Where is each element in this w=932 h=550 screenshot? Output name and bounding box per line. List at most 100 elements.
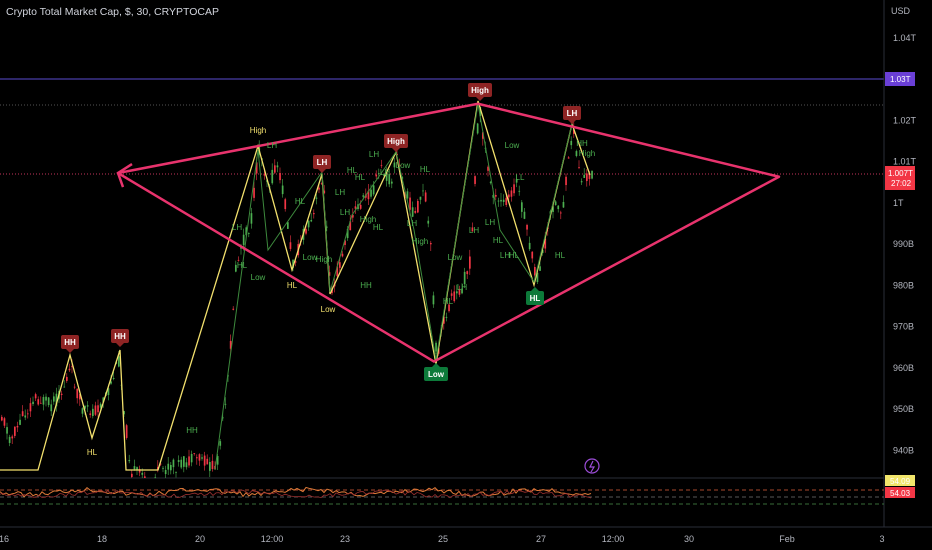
swing-text-label: HL <box>509 251 520 260</box>
candle-body <box>170 465 172 471</box>
candle-body <box>578 167 580 169</box>
swing-badge <box>61 335 79 349</box>
candle-body <box>320 182 323 184</box>
candle-body <box>469 256 471 269</box>
swing-text-label: LH <box>407 219 417 228</box>
osc-value-label: 54.03 <box>890 489 911 498</box>
candle-body <box>136 467 138 471</box>
swing-text-label: LH <box>335 188 345 197</box>
candle-body <box>458 288 461 295</box>
candle-body <box>55 393 58 407</box>
swing-text-label: HL <box>347 166 358 175</box>
candle-body <box>263 173 266 176</box>
candle-body <box>245 227 248 236</box>
candle-body <box>544 238 547 249</box>
candle-body <box>554 201 557 206</box>
candle-body <box>422 190 424 192</box>
candle-body <box>63 386 66 388</box>
candle-body <box>443 316 445 324</box>
candle-body <box>305 229 307 234</box>
swing-badge <box>111 329 129 343</box>
candle-body <box>292 259 294 268</box>
candle-body <box>375 174 378 177</box>
swing-text-label: HH <box>360 281 372 290</box>
candle-body <box>466 271 469 275</box>
candle-body <box>310 219 313 222</box>
candle-body <box>73 386 76 388</box>
swing-text-label: LH <box>500 251 510 260</box>
candle-body <box>378 173 380 174</box>
candle-body <box>380 165 383 167</box>
candle-body <box>172 459 175 468</box>
candle-body <box>180 459 183 468</box>
candle-body <box>487 166 489 171</box>
candle-body <box>489 181 492 183</box>
candle-body <box>349 221 352 231</box>
pattern-arrowhead <box>116 162 133 188</box>
time-axis-tick: Feb <box>779 534 795 544</box>
candle-body <box>573 129 575 134</box>
candle-body <box>287 222 289 229</box>
swing-badge-label: High <box>471 86 489 95</box>
candle-body <box>500 199 502 202</box>
candle-body <box>3 418 6 426</box>
candle-body <box>219 441 222 446</box>
candle-body <box>66 376 68 381</box>
candle-body <box>222 417 224 419</box>
swing-text-label: HL <box>295 197 306 206</box>
price-axis-tick: 1.01T <box>893 157 917 167</box>
candle-body <box>94 405 97 415</box>
candle-body <box>336 266 339 277</box>
candle-body <box>19 419 21 425</box>
time-axis-tick: 12:00 <box>261 534 284 544</box>
badge-pointer <box>116 343 124 347</box>
swing-text-label: HL <box>493 236 504 245</box>
candle-body <box>89 413 92 415</box>
swing-badge <box>424 367 448 381</box>
swing-text-label: LL <box>516 173 525 182</box>
candle-body <box>253 187 255 198</box>
candle-body <box>53 396 55 402</box>
candle-body <box>206 458 209 465</box>
price-axis-tick: 980B <box>893 280 914 290</box>
candle-body <box>463 271 466 285</box>
candle-body <box>388 174 391 185</box>
candle-body <box>229 340 232 349</box>
time-axis-tick: 3 <box>879 534 884 544</box>
candle-body <box>84 405 86 409</box>
candle-body <box>40 402 42 404</box>
candle-body <box>203 455 206 466</box>
chart-title: Crypto Total Market Cap, $, 30, CRYPTOCA… <box>6 6 220 18</box>
swing-text-label: High <box>360 215 376 224</box>
candle-body <box>167 463 170 470</box>
candle-body <box>365 194 367 198</box>
candle-body <box>570 140 573 146</box>
candle-body <box>16 425 19 428</box>
candle-body <box>406 191 409 199</box>
candle-body <box>552 206 554 213</box>
candle-body <box>518 190 521 192</box>
candle-body <box>510 190 513 197</box>
candle-body <box>318 187 320 190</box>
price-axis-unit: USD <box>891 6 911 16</box>
swing-text-label: HL <box>287 281 298 290</box>
candle-body <box>453 291 456 302</box>
swing-text-label: Low <box>321 305 336 314</box>
candle-body <box>185 462 188 468</box>
price-axis-tick: 1T <box>893 198 904 208</box>
swing-badge <box>384 134 408 148</box>
badge-pointer <box>392 148 400 152</box>
badge-pointer <box>432 363 440 367</box>
level-price-label: 1.03T <box>890 75 911 84</box>
candle-body <box>367 190 370 200</box>
candle-body <box>430 243 432 245</box>
oscillator-signal-line <box>0 489 592 499</box>
candle-body <box>383 174 385 176</box>
price-axis-tick: 990B <box>893 239 914 249</box>
swing-text-label: LH <box>457 283 467 292</box>
current-price-label: 1.007T <box>888 169 913 178</box>
candle-body <box>307 220 310 228</box>
candle-body <box>565 176 567 186</box>
candle-body <box>271 169 274 184</box>
